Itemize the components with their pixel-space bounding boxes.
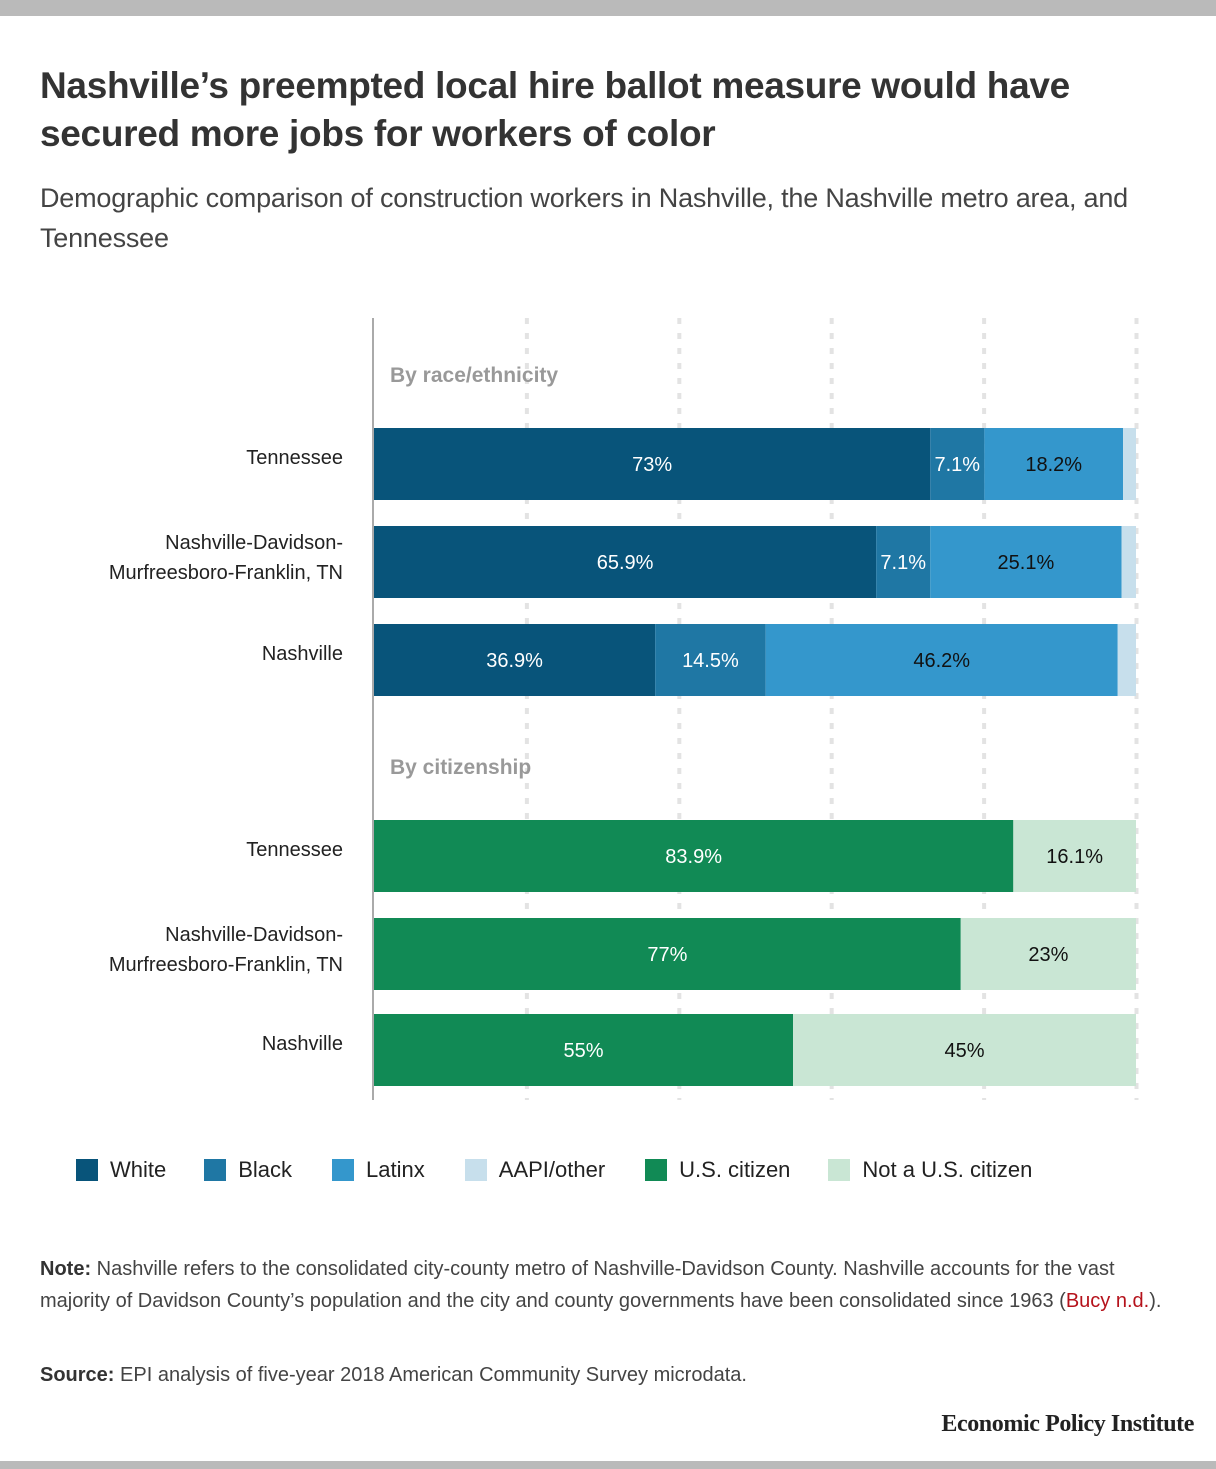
top-border xyxy=(0,0,1216,16)
data-label: 65.9% xyxy=(597,552,654,574)
legend-item-aapi-other: AAPI/other xyxy=(464,1157,606,1183)
data-label: 83.9% xyxy=(665,846,722,868)
data-label: 45% xyxy=(945,1040,985,1062)
data-label: 16.1% xyxy=(1046,846,1103,868)
bar-segment-black xyxy=(655,624,766,696)
data-label: 36.9% xyxy=(486,650,543,672)
data-label: 18.2% xyxy=(1025,454,1082,476)
legend-swatch-white xyxy=(76,1159,98,1181)
citation-link[interactable]: Bucy n.d. xyxy=(1065,1290,1150,1312)
bar-segment-latinx xyxy=(930,526,1122,598)
bar-segment-black xyxy=(930,428,985,500)
bar-segment-not-a-u-s-citizen xyxy=(1013,820,1136,892)
chart-source: Source: EPI analysis of five-year 2018 A… xyxy=(40,1359,1180,1391)
chart-subtitle: Demographic comparison of construction w… xyxy=(40,183,1128,253)
legend-label: AAPI/other xyxy=(498,1157,606,1182)
legend-label: White xyxy=(110,1157,167,1182)
source-label: Source: xyxy=(40,1364,115,1386)
bar-segment-aapi-other xyxy=(1117,624,1136,696)
bar-segment-aapi-other xyxy=(1123,428,1136,500)
note-end: ). xyxy=(1149,1290,1162,1312)
note-text: Nashville refers to the consolidated cit… xyxy=(40,1258,1115,1312)
data-label: 14.5% xyxy=(682,650,739,672)
legend-swatch-not-us-citizen xyxy=(828,1159,851,1181)
brand-logo: Economic Policy Institute xyxy=(941,1411,1194,1437)
group-label: By citizenship xyxy=(390,756,531,779)
legend-label: Black xyxy=(238,1157,293,1182)
bar-segment-u-s-citizen xyxy=(374,918,961,990)
category-label: Nashville-Davidson- xyxy=(165,532,343,554)
category-label: Nashville-Davidson- xyxy=(165,924,343,946)
category-label: Nashville xyxy=(262,643,343,665)
category-label: Murfreesboro-Franklin, TN xyxy=(109,562,343,584)
legend-item-black: Black xyxy=(204,1157,292,1183)
bar-segment-not-a-u-s-citizen xyxy=(960,918,1136,990)
bar-segment-u-s-citizen xyxy=(374,1014,794,1086)
group-label: By race/ethnicity xyxy=(390,364,558,387)
data-label: 23% xyxy=(1028,944,1068,966)
bar-segment-white xyxy=(374,624,656,696)
data-label: 46.2% xyxy=(913,650,970,672)
bottom-border xyxy=(0,1461,1216,1469)
category-label: Tennessee xyxy=(246,447,343,469)
data-label: 25.1% xyxy=(998,552,1055,574)
bar-segment-white xyxy=(374,428,931,500)
bar-segment-white xyxy=(374,526,877,598)
note-label: Note: xyxy=(40,1258,92,1280)
data-label: 77% xyxy=(647,944,687,966)
legend-item-white: White xyxy=(76,1157,166,1183)
data-label: 7.1% xyxy=(935,454,981,476)
chart-title: Nashville’s preempted local hire ballot … xyxy=(40,65,1070,154)
bar-segment-not-a-u-s-citizen xyxy=(793,1014,1136,1086)
legend-swatch-us-citizen xyxy=(645,1159,668,1181)
bar-segment-aapi-other xyxy=(1121,526,1136,598)
data-label: 73% xyxy=(632,454,672,476)
category-label: Nashville xyxy=(262,1033,343,1055)
category-label: Tennessee xyxy=(246,839,343,861)
bar-segment-latinx xyxy=(984,428,1124,500)
legend-item-not-us-citizen: Not a U.S. citizen xyxy=(828,1157,1032,1183)
stacked-bar-chart: By race/ethnicity Tennessee 73% 7.1% 18.2% Na… xyxy=(109,318,1139,1100)
legend-swatch-aapi-other xyxy=(464,1159,487,1181)
legend-label: Latinx xyxy=(366,1157,425,1182)
bar-segment-black xyxy=(876,526,931,598)
bar-segment-latinx xyxy=(765,624,1118,696)
legend-swatch-black xyxy=(204,1159,227,1181)
chart-legend: White Black Latinx AAPI/other U.S. citiz… xyxy=(76,1152,1032,1188)
legend-swatch-latinx xyxy=(332,1159,355,1181)
legend-item-us-citizen: U.S. citizen xyxy=(645,1157,790,1183)
source-text: EPI analysis of five-year 2018 American … xyxy=(114,1364,747,1386)
category-label: Murfreesboro-Franklin, TN xyxy=(109,954,343,976)
legend-label: U.S. citizen xyxy=(679,1157,791,1182)
legend-label: Not a U.S. citizen xyxy=(862,1157,1033,1182)
bar-segment-u-s-citizen xyxy=(374,820,1014,892)
data-label: 7.1% xyxy=(880,552,926,574)
data-label: 55% xyxy=(564,1040,604,1062)
legend-item-latinx: Latinx xyxy=(332,1157,425,1183)
chart-note: Note: Nashville refers to the consolidat… xyxy=(40,1253,1180,1317)
